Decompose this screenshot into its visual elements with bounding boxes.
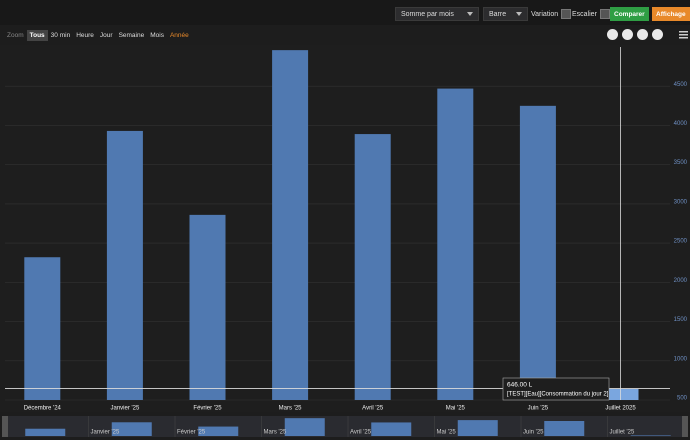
checkbox[interactable] [599,9,610,19]
zoom-bar: Zoom Tous 30 min Heure Jour Semaine Mois Année [4,29,192,41]
zoom-option[interactable]: Jour [99,31,113,39]
tool-icon[interactable] [622,29,633,40]
bar [24,257,61,400]
checkbox[interactable] [561,9,572,19]
tooltip-value: 646.00 L [507,382,533,389]
navigator-handle[interactable] [2,416,8,437]
x-tick-label: Avril '25 [362,406,384,412]
button-text: Affichage [656,10,686,18]
display-button[interactable]: Affichage [652,7,690,21]
navigator-bar [630,435,671,436]
zoom-option[interactable]: Semaine [118,31,145,39]
navigator-label: Juin '25 [523,430,544,436]
y-tick-label: 2000 [674,278,688,284]
navigator-bar [111,422,152,436]
tool-icon[interactable] [607,29,618,40]
bar [189,214,226,400]
plot-background [0,45,690,412]
navigator-label: Avril '25 [350,430,372,436]
navigator [2,416,688,437]
y-tick-label: 4500 [674,82,688,88]
label: Escalier [572,10,597,18]
navigator-bar [544,421,585,436]
variation-toggle[interactable]: Variation [531,7,572,21]
navigator-bar [198,426,239,436]
button-text: Comparer [614,10,645,18]
compare-button[interactable]: Comparer [610,7,649,21]
navigator-label: Mars '25 [264,430,287,436]
top-bar [0,0,690,25]
menu-icon[interactable] [679,31,688,39]
navigator-bar [457,420,498,436]
navigator-bar [371,422,412,436]
x-tick-label: Mars '25 [279,406,302,412]
x-tick-label: Juin '25 [528,406,549,412]
zoom-option[interactable]: Année [169,31,189,39]
select-text: Somme par mois [401,10,454,18]
tool-icon[interactable] [652,29,663,40]
y-tick-label: 4000 [674,121,688,127]
y-tick-label: 1000 [674,356,688,362]
bar [354,134,391,400]
x-tick-label: Décembre '24 [24,406,62,412]
x-tick-label: Juillet 2025 [605,406,636,412]
bar [106,130,143,401]
tool-icon[interactable] [637,29,648,40]
zoom-option[interactable]: Heure [76,31,94,39]
navigator-label: Mai '25 [437,430,457,436]
navigator-label: Février '25 [177,430,206,436]
stairs-toggle[interactable]: Escalier [572,7,610,21]
x-tick-label: Janvier '25 [110,406,139,412]
zoom-option[interactable]: Tous [26,29,48,41]
x-tick-label: Février '25 [193,406,222,412]
navigator-bar [284,418,325,436]
navigator-label: Janvier '25 [91,430,120,436]
tooltip: 646.00 L [TEST][Eau][Consommation du jour… [502,377,610,401]
navigator-bar [25,428,66,436]
y-tick-label: 2500 [674,239,688,245]
y-tick-label: 3500 [674,160,688,166]
tooltip-box [502,377,610,401]
navigator-handle[interactable] [682,416,688,437]
aggregation-select[interactable]: Somme par mois [395,7,479,21]
tooltip-series: [TEST][Eau][Consommation du jour 2] [507,392,609,398]
bar [272,50,309,400]
x-tick-label: Mai '25 [446,406,466,412]
bar [519,105,556,400]
select-text: Barre [489,10,507,18]
y-tick-label: 1500 [674,317,688,323]
y-tick-label: 3000 [674,199,688,205]
bar [437,88,474,400]
zoom-label: Zoom [7,31,24,39]
zoom-option[interactable]: Mois [150,31,164,39]
y-tick-label: 500 [677,396,688,402]
zoom-option[interactable]: 30 min [50,31,71,39]
navigator-label: Juillet '25 [610,430,635,436]
type-select[interactable]: Barre [483,7,528,21]
label: Variation [531,10,559,18]
